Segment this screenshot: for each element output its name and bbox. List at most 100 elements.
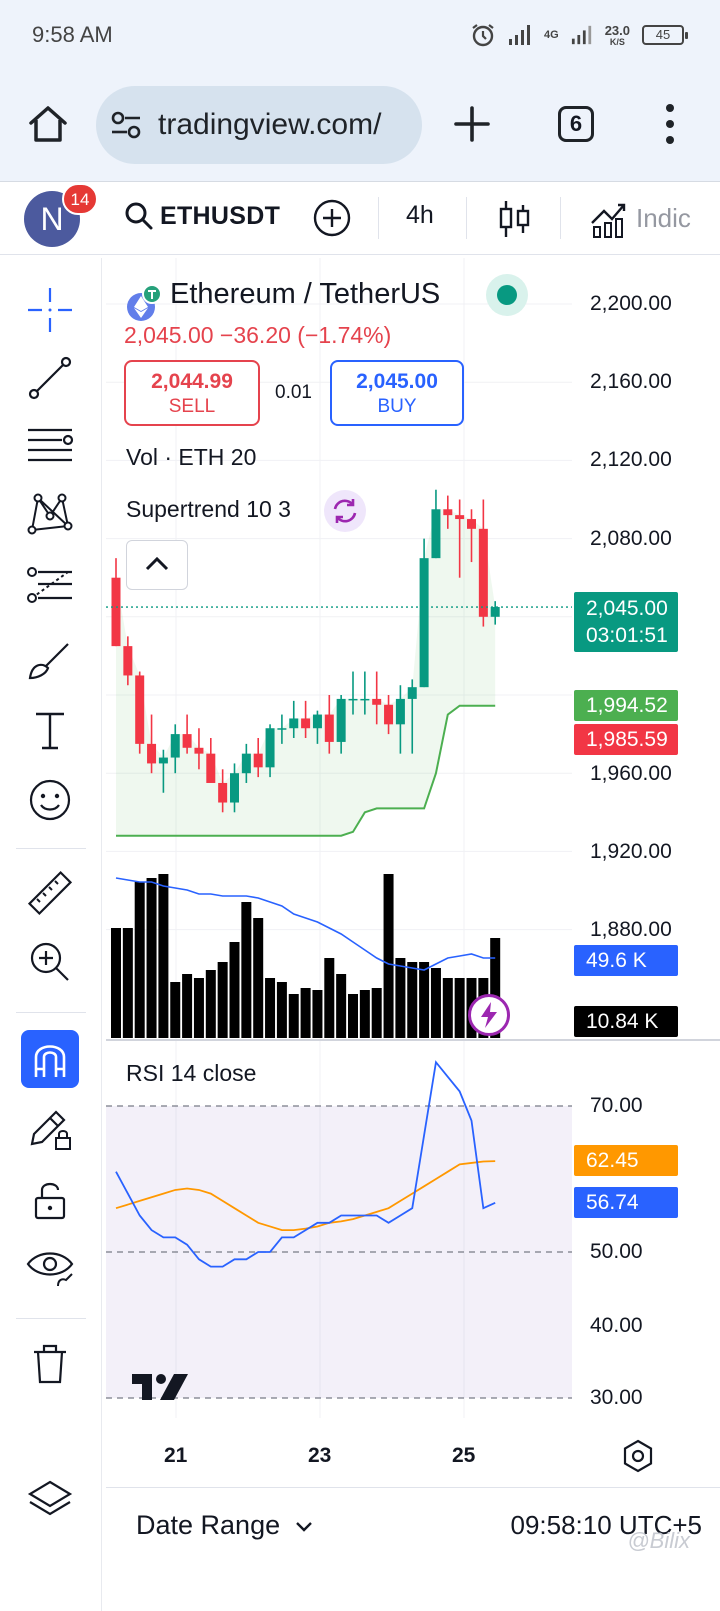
header-divider [466, 197, 467, 239]
object-tree-button[interactable] [18, 1468, 82, 1532]
more-menu-icon[interactable] [660, 102, 680, 146]
layers-icon [27, 1480, 73, 1516]
tradingview-logo-icon [132, 1374, 188, 1400]
sell-button[interactable]: 2,044.99 SELL [124, 360, 260, 426]
home-icon[interactable] [26, 102, 70, 146]
candle-body [490, 607, 500, 617]
symbol-title[interactable]: Ethereum / TetherUS [170, 278, 441, 310]
zoom-in-icon [30, 942, 69, 981]
eye-icon [26, 1252, 74, 1287]
supertrend-down-label: 1,985.59 [574, 724, 678, 755]
volume-bar [442, 978, 453, 1038]
candle-body [206, 753, 216, 783]
crosshair-tool[interactable] [18, 278, 82, 342]
rsi-tick: 70.00 [590, 1094, 643, 1117]
volume-bar [217, 962, 228, 1038]
network-speed-unit: K/S [609, 36, 625, 47]
buy-button[interactable]: 2,045.00 BUY [330, 360, 464, 426]
text-icon [36, 712, 64, 750]
site-settings-icon[interactable] [110, 110, 142, 140]
candlestick-chart-type-icon[interactable] [498, 197, 532, 241]
candle-body [443, 509, 453, 516]
volume-bar [430, 968, 441, 1038]
text-tool[interactable] [18, 698, 82, 762]
pattern-tool[interactable] [18, 480, 82, 544]
indicators-label: Indic [636, 203, 691, 233]
toolbar-divider [16, 1318, 86, 1319]
toolbar-divider [16, 848, 86, 849]
rsi-legend[interactable]: RSI 14 close [126, 1060, 257, 1086]
header-divider [378, 197, 379, 239]
chart-pane[interactable]: Ethereum / TetherUS 2,045.00 −36.20 (−1.… [106, 258, 720, 1486]
bottom-toolbar: Date Range 09:58:10 UTC+5 [106, 1487, 720, 1563]
candle-body [170, 734, 180, 758]
volume-bars [111, 874, 501, 1038]
interval-button[interactable]: 4h [406, 201, 434, 229]
chevron-up-icon [145, 556, 169, 571]
price-chart[interactable] [106, 258, 720, 1486]
volume-ma-line [115, 877, 496, 971]
forecasting-tool[interactable] [18, 554, 82, 618]
stay-in-drawing-mode-button[interactable] [18, 1098, 82, 1162]
crosshair-icon [28, 288, 72, 332]
volume-ma-label: 49.6 K [574, 945, 678, 976]
volume-bar [265, 978, 276, 1038]
buy-price: 2,045.00 [356, 370, 438, 393]
tab-switcher-button[interactable]: 6 [558, 106, 594, 142]
chart-settings-icon[interactable] [620, 1438, 656, 1474]
volume-bar [146, 878, 157, 1038]
volume-legend[interactable]: Vol · ETH 20 [126, 444, 257, 470]
market-open-indicator[interactable] [486, 274, 528, 316]
candle-body [431, 509, 441, 559]
compare-symbol-icon[interactable] [312, 198, 352, 238]
ruler-tool[interactable] [18, 862, 82, 926]
alarm-icon [472, 24, 494, 47]
new-tab-icon[interactable] [452, 104, 492, 144]
candle-body [182, 734, 192, 748]
candle-body [135, 675, 145, 744]
url-text: tradingview.com/ [158, 108, 382, 141]
sell-label: SELL [168, 396, 216, 417]
volume-bar [111, 928, 121, 1038]
fib-retracement-tool[interactable] [18, 412, 82, 476]
magnet-mode-button[interactable] [21, 1030, 79, 1088]
remove-drawings-button[interactable] [18, 1332, 82, 1396]
chevron-down-icon [295, 1522, 312, 1532]
zoom-tool[interactable] [18, 930, 82, 994]
supertrend-legend[interactable]: Supertrend 10 3 [126, 496, 291, 522]
lock-drawings-button[interactable] [18, 1168, 82, 1232]
volume-bar [490, 938, 501, 1038]
rsi-value-label: 56.74 [574, 1187, 678, 1218]
candle-body [372, 698, 382, 705]
timezone-clock[interactable]: 09:58:10 UTC+5 [510, 1510, 702, 1540]
brush-tool[interactable] [18, 628, 82, 692]
trend-line-tool[interactable] [18, 346, 82, 410]
rsi-tick: 40.00 [590, 1314, 643, 1337]
date-range-button[interactable]: Date Range [136, 1510, 314, 1541]
time-tick: 25 [452, 1444, 476, 1467]
hide-drawings-button[interactable] [18, 1234, 82, 1298]
symbol-search-button[interactable]: ETHUSDT [124, 201, 280, 231]
candle-body [301, 718, 311, 729]
browser-toolbar: tradingview.com/ 6 [0, 72, 720, 182]
indicators-button[interactable]: Indic [588, 195, 720, 243]
date-range-label: Date Range [136, 1510, 281, 1540]
refresh-icon [333, 499, 357, 523]
alert-bolt-button[interactable] [468, 994, 510, 1036]
volume-bar [359, 990, 370, 1038]
collapse-legend-button[interactable] [126, 540, 188, 590]
address-bar[interactable]: tradingview.com/ [96, 86, 422, 164]
fib-lines-icon [28, 428, 74, 462]
volume-bar [336, 974, 347, 1038]
indicator-refresh-button[interactable] [324, 490, 366, 532]
volume-bar [229, 942, 240, 1038]
volume-bar [371, 988, 382, 1038]
chart-header-toolbar: N 14 ETHUSDT 4h Indic [0, 183, 720, 255]
emoji-tool[interactable] [18, 768, 82, 832]
trash-icon [34, 1344, 66, 1384]
candle-body [158, 757, 168, 764]
drawing-toolbar [0, 258, 102, 1611]
candle-body [455, 515, 465, 520]
spread-value: 0.01 [275, 382, 312, 403]
